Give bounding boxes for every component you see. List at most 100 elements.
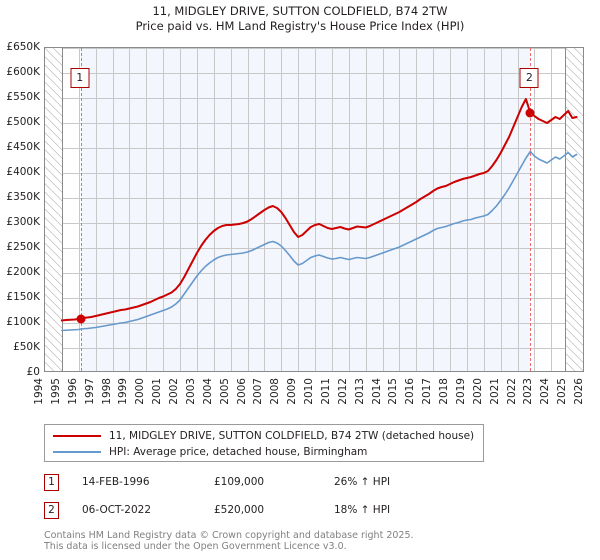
series-line-property (60, 98, 578, 322)
x-axis-tick-label: 2020 (471, 378, 484, 405)
y-axis-tick-label: £650K (6, 41, 40, 53)
gridline-vertical (399, 48, 401, 371)
legend-swatch-hpi (53, 451, 101, 453)
gridline-vertical (416, 48, 418, 371)
gridline-vertical (315, 48, 316, 371)
chart-legend: 11, MIDGLEY DRIVE, SUTTON COLDFIELD, B74… (44, 424, 484, 462)
transaction-marker-dot-2[interactable] (525, 108, 535, 118)
gridline-vertical (348, 48, 350, 371)
gridline-vertical (112, 48, 114, 371)
gridline-horizontal (45, 348, 583, 349)
gridline-vertical (298, 48, 300, 371)
title-line-1: 11, MIDGLEY DRIVE, SUTTON COLDFIELD, B74… (152, 4, 448, 18)
legend-label-hpi: HPI: Average price, detached house, Birm… (109, 446, 368, 458)
gridline-horizontal (45, 98, 583, 99)
callout-marker-1[interactable]: 1 (70, 68, 90, 88)
x-axis-tick-label: 2026 (573, 378, 585, 405)
gridline-horizontal (45, 248, 583, 249)
y-axis-tick-label: £550K (6, 91, 40, 103)
gridline-horizontal (45, 148, 583, 149)
no-data-hatch-right (565, 48, 583, 371)
gridline-horizontal (45, 323, 583, 324)
gridline-horizontal (45, 273, 583, 274)
transaction-date: 14-FEB-1996 (82, 476, 150, 488)
y-axis-tick-label: £150K (6, 291, 40, 303)
y-axis-tick-label: £250K (6, 241, 40, 253)
x-axis-tick-label: 2013 (353, 378, 366, 405)
gridline-vertical (230, 48, 232, 371)
y-axis-tick-label: £500K (6, 116, 40, 128)
gridline-horizontal (45, 123, 583, 124)
gridline-vertical (534, 48, 536, 371)
gridline-vertical (500, 48, 502, 371)
x-axis-tick-label: 2005 (218, 378, 231, 405)
legend-entry-property: 11, MIDGLEY DRIVE, SUTTON COLDFIELD, B74… (53, 429, 474, 443)
page-title: 11, MIDGLEY DRIVE, SUTTON COLDFIELD, B74… (0, 4, 600, 34)
callout-marker-2[interactable]: 2 (519, 68, 539, 88)
gridline-vertical (281, 48, 283, 371)
x-axis-tick-label: 2012 (336, 378, 349, 405)
gridline-vertical (146, 48, 148, 371)
y-axis-tick-label: £400K (6, 166, 40, 178)
x-axis-tick-label: 2023 (522, 378, 535, 405)
x-axis-tick-label: 2003 (184, 378, 197, 405)
y-axis-tick-label: £600K (6, 66, 40, 78)
x-axis-tick-label: 2000 (134, 378, 147, 405)
x-axis-tick-label: 2009 (286, 378, 299, 405)
row-number-badge: 2 (44, 502, 59, 519)
x-axis-tick-label: 2016 (404, 378, 417, 405)
gridline-horizontal (45, 223, 583, 224)
footer-line-2: This data is licensed under the Open Gov… (44, 541, 347, 552)
transaction-hpi-delta: 18% ↑ HPI (334, 504, 391, 516)
x-axis-tick-label: 2006 (235, 378, 248, 405)
x-axis-tick-label: 2022 (505, 378, 518, 405)
y-axis-tick-label: £0 (26, 366, 40, 378)
price-chart-plot-area (44, 47, 584, 372)
gridline-vertical (129, 48, 131, 371)
gridline-horizontal (45, 48, 583, 49)
x-axis-tick-label: 2008 (269, 378, 282, 405)
x-axis-tick-label: 2024 (539, 378, 552, 405)
gridline-horizontal (45, 298, 583, 299)
y-axis-tick-label: £50K (13, 341, 40, 353)
x-axis-tick-label: 1997 (83, 378, 96, 405)
row-number-badge: 1 (44, 474, 59, 491)
gridline-vertical (163, 48, 165, 371)
x-axis-tick-label: 2002 (168, 378, 180, 405)
gridline-vertical (551, 48, 553, 371)
x-axis-tick-label: 2018 (438, 378, 450, 405)
transaction-marker-dot-1[interactable] (76, 314, 86, 323)
x-axis-tick-label: 2004 (201, 378, 214, 405)
y-axis-tick-label: £350K (6, 191, 40, 203)
footer-line-1: Contains HM Land Registry data © Crown c… (44, 530, 414, 541)
gridline-vertical (483, 48, 485, 371)
x-axis-tick-label: 1994 (33, 378, 45, 405)
x-axis-tick-label: 2010 (303, 378, 315, 405)
gridline-horizontal (45, 198, 583, 199)
legend-swatch-property (53, 435, 101, 437)
gridline-vertical (450, 48, 451, 371)
y-axis-tick-label: £200K (6, 266, 40, 278)
x-axis-tick-label: 2021 (488, 378, 501, 405)
series-line-hpi (61, 150, 578, 332)
x-axis-tick-label: 1998 (100, 378, 113, 405)
x-axis-tick-label: 2019 (454, 378, 467, 405)
transaction-date: 06-OCT-2022 (82, 504, 151, 516)
series-lines (60, 98, 578, 332)
gridline-vertical (180, 48, 181, 371)
x-axis-tick-label: 1995 (49, 378, 62, 405)
gridline-vertical (382, 48, 384, 371)
gridline-vertical (196, 48, 198, 371)
x-axis-tick-label: 2015 (387, 378, 400, 405)
gridline-vertical (517, 48, 519, 371)
gridline-vertical (466, 48, 468, 371)
transaction-marker-line-2 (530, 48, 532, 371)
transaction-span-band (80, 48, 531, 371)
transaction-hpi-delta: 26% ↑ HPI (334, 476, 391, 488)
x-axis-tick-label: 2014 (370, 378, 383, 405)
title-line-2: Price paid vs. HM Land Registry's House … (135, 19, 465, 33)
no-data-hatch-left (45, 48, 63, 371)
x-axis-tick-label: 2001 (151, 378, 164, 405)
footer-attribution: Contains HM Land Registry data © Crown c… (44, 530, 564, 552)
